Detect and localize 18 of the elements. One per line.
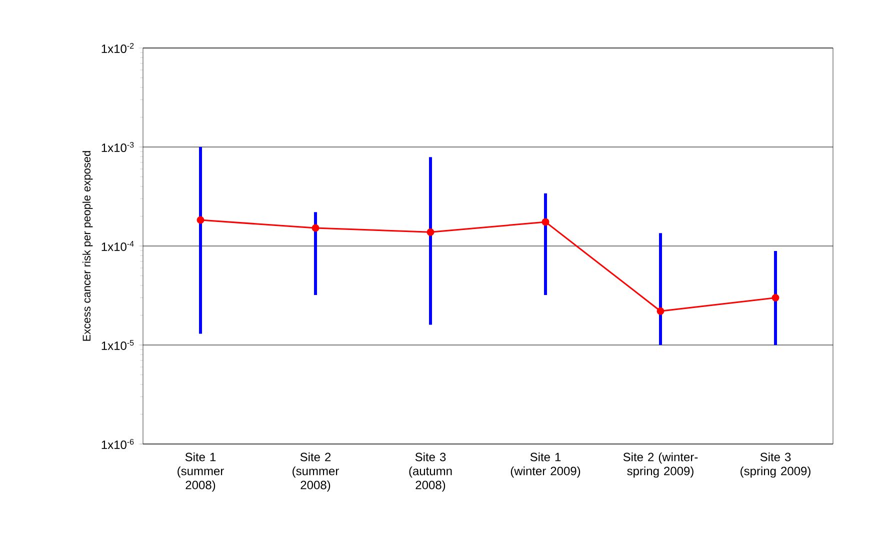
y-tick-label: 1x10$^{-3}$ <box>102 142 134 152</box>
point <box>196 216 204 224</box>
y-tick-label: 1x10$^{-4}$ <box>102 241 134 251</box>
x-tick-label: Site 3 (autumn 2008) <box>409 452 452 492</box>
x-tick-label: Site 3 (spring 2009) <box>740 452 810 478</box>
x-tick-label: Site 2 (summer 2008) <box>292 452 339 492</box>
x-tick-label: Site 1 (winter 2009) <box>510 452 580 478</box>
point <box>772 294 780 302</box>
y-tick-label: 1x10$^{-2}$ <box>102 42 134 54</box>
y-tick-label: 1x10$^{-6}$ <box>102 438 134 450</box>
y-tick-label: 1x10$^{-5}$ <box>102 340 134 350</box>
point <box>312 224 320 232</box>
x-tick-label: Site 1 (summer 2008) <box>178 452 224 492</box>
point <box>426 228 434 236</box>
x-tick-label: Site 2 (winter-spring 2009) <box>623 452 698 478</box>
point <box>542 218 550 226</box>
y-axis-title: Excess cancer risk per people exposed <box>82 151 93 341</box>
point <box>656 307 664 315</box>
